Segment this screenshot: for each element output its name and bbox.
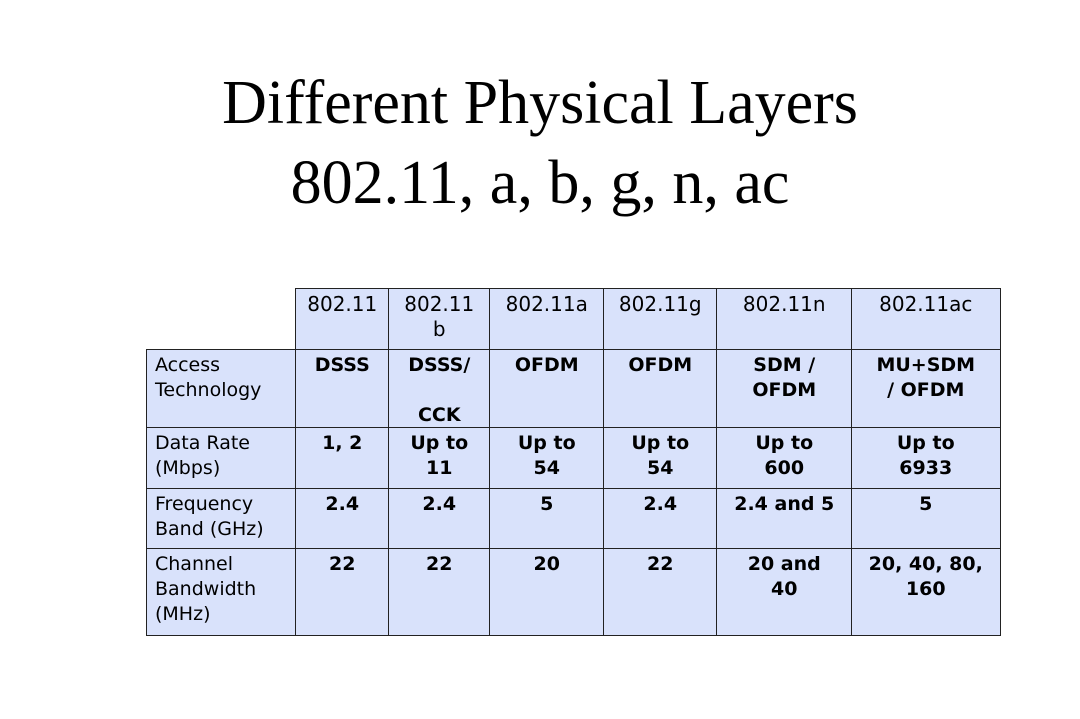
data-cell: Up to 11 [388,427,491,490]
data-cell: 2.4 [603,488,718,550]
header-cell: 802.11ac [851,288,1001,351]
header-cell: 802.11b [388,288,491,351]
data-cell: 1, 2 [295,427,390,490]
data-cell: 5 [851,488,1001,550]
data-cell: 20, 40, 80, 160 [851,548,1001,636]
data-cell: 22 [603,548,718,636]
data-cell: DSSS [295,349,390,429]
data-cell: SDM / OFDM [716,349,853,429]
data-cell: OFDM [603,349,718,429]
data-cell: 2.4 and 5 [716,488,853,550]
header-cell: 802.11g [603,288,718,351]
row-label: Data Rate (Mbps) [146,427,297,490]
header-cell: 802.11n [716,288,853,351]
data-cell: 22 [295,548,390,636]
data-cell: 22 [388,548,491,636]
data-cell: Up to 6933 [851,427,1001,490]
title-line: Different Physical Layers [222,69,858,137]
row-label: Access Technology [146,349,297,429]
header-cell: 802.11a [489,288,605,351]
data-cell: 20 and 40 [716,548,853,636]
header-cell: 802.11 [295,288,390,351]
data-cell: DSSS/ CCK [388,349,491,429]
row-label: Frequency Band (GHz) [146,488,297,550]
data-cell: OFDM [489,349,605,429]
title-line: 802.11, a, b, g, n, ac [290,149,790,217]
data-cell: 20 [489,548,605,636]
data-cell: 5 [489,488,605,550]
data-cell: 2.4 [388,488,491,550]
data-cell: 2.4 [295,488,390,550]
data-cell: Up to 54 [603,427,718,490]
data-cell: MU+SDM / OFDM [851,349,1001,429]
row-label: Channel Bandwidth (MHz) [146,548,297,636]
data-cell: Up to 54 [489,427,605,490]
data-cell: Up to 600 [716,427,853,490]
